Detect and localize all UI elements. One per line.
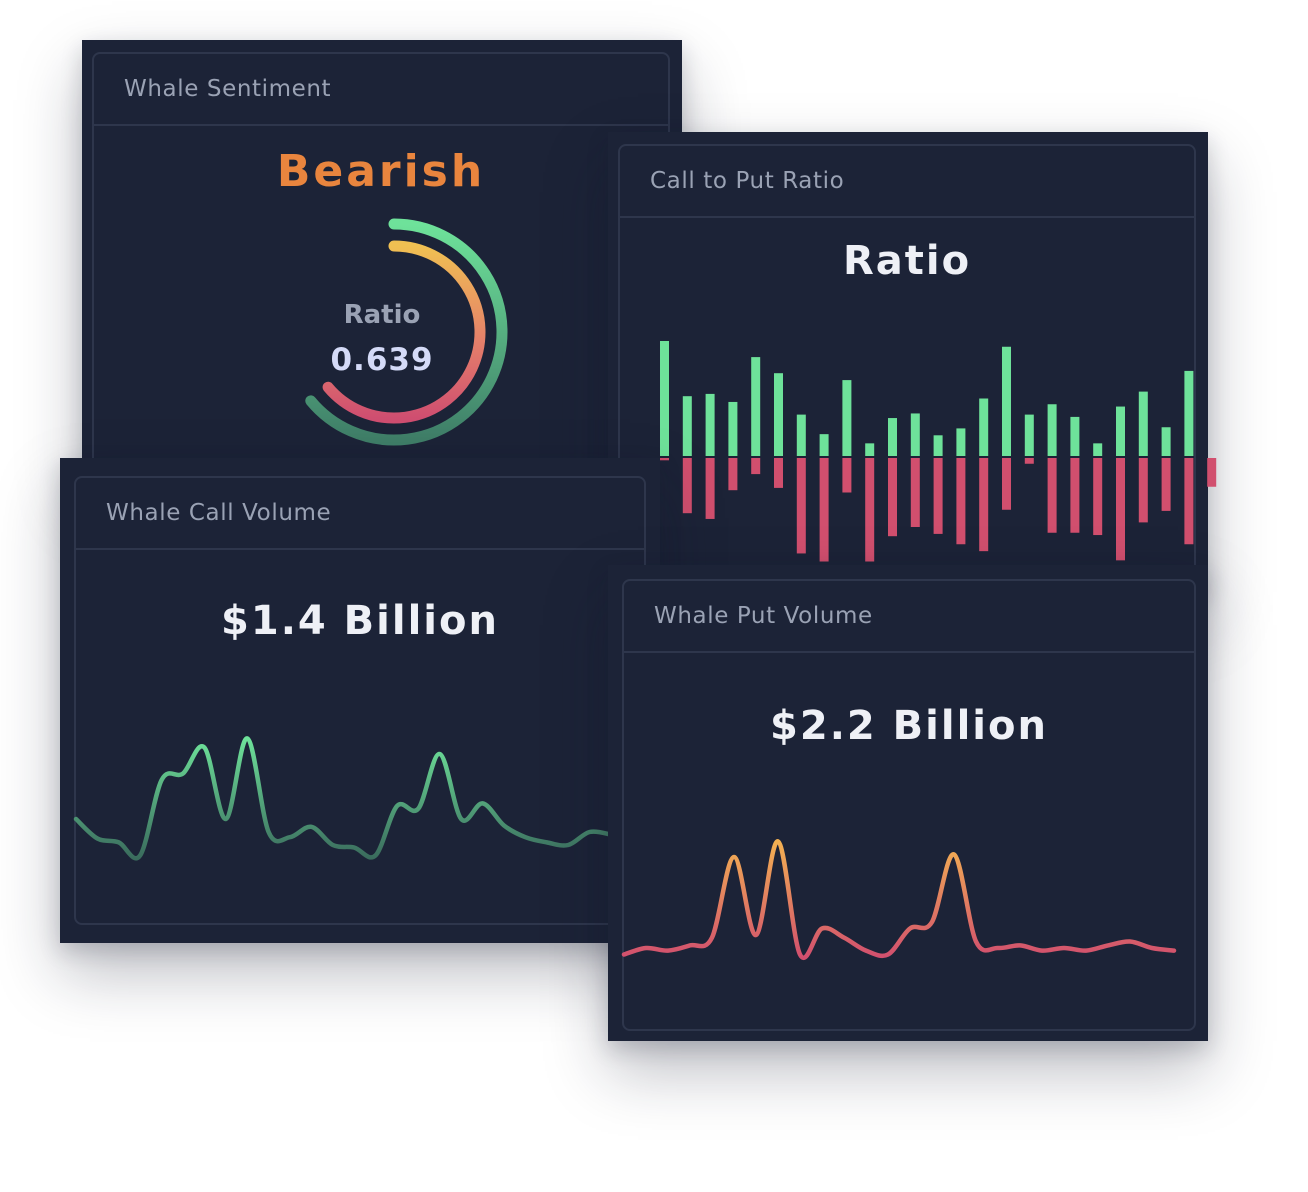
put-bar (728, 458, 738, 491)
call-bar (910, 413, 920, 456)
put-bar (865, 458, 875, 562)
put-bar (956, 458, 966, 545)
whale-put-volume-panel: Whale Put Volume $2.2 Billion (621, 579, 1196, 1031)
call-volume-line-chart (73, 736, 614, 861)
call-bar (728, 401, 738, 456)
put-bar (1070, 458, 1080, 533)
call-bar (933, 435, 943, 456)
gauge-ratio-value: 0.639 (330, 342, 434, 378)
whale-put-volume-title: Whale Put Volume (624, 581, 1194, 653)
call-bar (1184, 370, 1194, 456)
whale-sentiment-card: Whale Sentiment Bearish Ratio 0.639 (82, 40, 682, 480)
call-bar (979, 398, 989, 456)
put-volume-line-chart (621, 839, 1177, 960)
call-volume-line (73, 736, 614, 861)
whale-sentiment-panel: Whale Sentiment Bearish Ratio 0.639 (92, 52, 670, 468)
call-bar (1138, 391, 1148, 456)
put-volume-value: $2.2 Billion (770, 703, 1048, 749)
call-put-ratio-card: Call to Put Ratio Ratio (608, 132, 1217, 592)
call-bar (865, 443, 875, 456)
put-bar (933, 458, 943, 534)
call-bar (956, 428, 966, 456)
put-bar (796, 458, 806, 554)
put-bar (888, 458, 897, 537)
call-bar (819, 434, 829, 456)
put-bar (1002, 458, 1011, 510)
call-bar (682, 396, 692, 456)
call-put-ratio-panel: Call to Put Ratio Ratio (618, 144, 1217, 580)
call-bar (888, 418, 897, 456)
gauge-ratio-label: Ratio (343, 300, 421, 330)
whale-call-volume-card: Whale Call Volume $1.4 Billion (60, 458, 660, 943)
whale-call-volume-title: Whale Call Volume (76, 478, 644, 550)
call-put-ratio-title: Call to Put Ratio (620, 146, 1194, 218)
call-bar (774, 373, 783, 456)
sentiment-status: Bearish (276, 146, 486, 197)
put-bar (1184, 458, 1194, 545)
put-bar (751, 458, 761, 475)
whale-call-volume-panel: Whale Call Volume $1.4 Billion (73, 476, 646, 925)
gauge-inner-arc (322, 240, 486, 424)
put-bar (660, 458, 669, 461)
call-volume-value: $1.4 Billion (221, 598, 499, 644)
call-bar (660, 341, 669, 456)
put-bar (682, 458, 692, 514)
put-bar (842, 458, 852, 493)
put-bar (1138, 458, 1148, 523)
put-bar (774, 458, 783, 488)
call-bar (1116, 406, 1125, 456)
ratio-bar-chart (660, 341, 1217, 562)
put-bar (1024, 458, 1034, 464)
put-volume-line (621, 839, 1177, 960)
call-bar (751, 357, 761, 456)
call-bar (796, 414, 806, 456)
sentiment-gauge (305, 218, 508, 446)
put-bar (1207, 458, 1217, 487)
call-bar (1093, 443, 1103, 456)
call-bar (1002, 346, 1011, 456)
ratio-heading: Ratio (842, 238, 972, 284)
call-bar (842, 380, 852, 456)
put-bar (1093, 458, 1103, 536)
put-bar (705, 458, 715, 519)
put-bar (1161, 458, 1171, 511)
put-bar (1116, 458, 1125, 561)
call-bar (1070, 416, 1080, 456)
call-bar (1047, 404, 1057, 456)
put-bar (979, 458, 989, 552)
call-bar (705, 393, 715, 456)
call-bar (1161, 427, 1171, 456)
put-bar (1047, 458, 1057, 533)
put-bar (819, 458, 829, 562)
call-bar (1024, 414, 1034, 456)
whale-put-volume-card: Whale Put Volume $2.2 Billion (608, 565, 1208, 1041)
gauge-outer-arc (305, 218, 508, 446)
put-bar (910, 458, 920, 527)
whale-sentiment-title: Whale Sentiment (94, 54, 668, 126)
